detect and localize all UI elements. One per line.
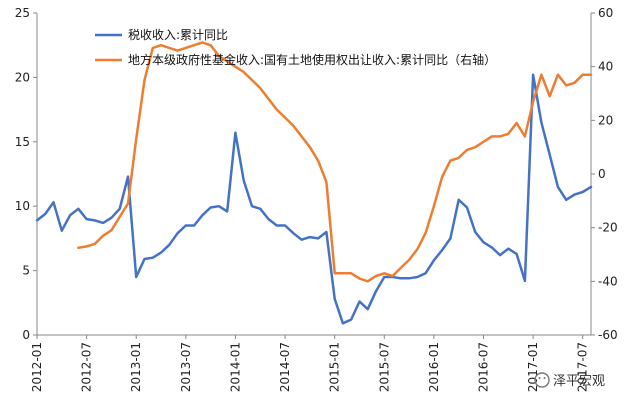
- y-right-tick-label: -60: [598, 328, 618, 342]
- wechat-icon-dot: [543, 377, 546, 379]
- series-line-land-transfer-revenue: [77, 41, 593, 283]
- x-tick-label: 2014-07: [278, 342, 292, 392]
- y-right-tick-label: -20: [598, 221, 618, 235]
- x-tick-label: 2013-01: [129, 342, 143, 392]
- axes: 0 5 10 15 20 25 -60 -40 -20 0 20 40 60 2012-01 2012-07…: [15, 6, 618, 392]
- wechat-icon: [534, 372, 550, 388]
- y-right-tick-label: 40: [598, 60, 613, 74]
- y-right-tick-label: 20: [598, 113, 613, 127]
- y-left-tick-label: 0: [22, 328, 30, 342]
- watermark-text: 泽平宏观: [553, 374, 605, 389]
- y-left-tick-label: 20: [15, 70, 30, 84]
- legend: 税收收入:累计同比 地方本级政府性基金收入:国有土地使用权出让收入:累计同比（右…: [95, 28, 496, 67]
- x-tick-label: 2015-01: [328, 342, 342, 392]
- y-left-tick-label: 5: [22, 264, 30, 278]
- legend-label-land: 地方本级政府性基金收入:国有土地使用权出让收入:累计同比（右轴）: [128, 52, 496, 67]
- y-left-tick-label: 25: [15, 6, 30, 20]
- legend-label-tax: 税收收入:累计同比: [128, 28, 228, 42]
- x-tick-label: 2015-07: [377, 342, 391, 392]
- y-left-tick-label: 10: [15, 199, 30, 213]
- x-tick-label: 2012-01: [30, 342, 44, 392]
- watermark: 泽平宏观: [534, 372, 605, 389]
- y-right-tick-label: 0: [598, 167, 606, 181]
- x-tick-label: 2014-01: [228, 342, 242, 392]
- y-left-tick-label: 15: [15, 135, 30, 149]
- wechat-icon-dot: [538, 377, 541, 379]
- x-tick-label: 2012-07: [80, 342, 94, 392]
- x-tick-label: 2013-07: [179, 342, 193, 392]
- x-tick-label: 2016-07: [477, 342, 491, 392]
- y-right-tick-label: -40: [598, 274, 618, 288]
- series-line-tax-revenue: [35, 73, 593, 325]
- x-tick-label: 2017-07: [576, 342, 590, 392]
- x-tick-label: 2016-01: [427, 342, 441, 392]
- x-tick-label: 2017-01: [526, 342, 540, 392]
- y-right-tick-label: 60: [598, 6, 613, 20]
- series-group: [35, 41, 593, 325]
